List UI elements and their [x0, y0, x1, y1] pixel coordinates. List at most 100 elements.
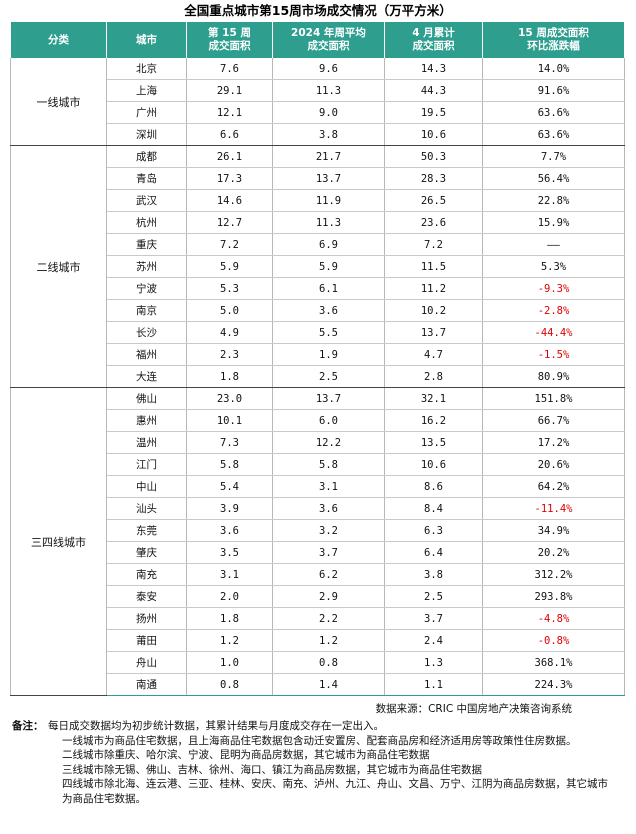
week-area-cell: 2.0 — [186, 585, 273, 608]
change-cell: 20.2% — [482, 541, 625, 564]
weekly-average-cell: 3.6 — [272, 299, 385, 322]
weekly-average-cell: 6.1 — [272, 277, 385, 300]
month-total-cell: 4.7 — [384, 343, 483, 366]
change-cell: 293.8% — [482, 585, 625, 608]
weekly-average-cell: 3.8 — [272, 123, 385, 146]
change-cell: -1.5% — [482, 343, 625, 366]
week-area-cell: 12.7 — [186, 211, 273, 234]
week-area-cell: 1.8 — [186, 365, 273, 388]
city-cell: 南通 — [106, 673, 187, 696]
change-cell: 14.0% — [482, 58, 625, 80]
table-row: 杭州 12.7 11.3 23.6 15.9% — [11, 211, 625, 234]
city-cell: 东莞 — [106, 519, 187, 542]
weekly-average-cell: 12.2 — [272, 431, 385, 454]
weekly-average-cell: 6.2 — [272, 563, 385, 586]
weekly-average-cell: 0.8 — [272, 651, 385, 674]
change-cell: 80.9% — [482, 365, 625, 388]
week-area-cell: 2.3 — [186, 343, 273, 366]
table-row: 青岛 17.3 13.7 28.3 56.4% — [11, 167, 625, 190]
note-line: 二线城市除重庆、哈尔滨、宁波、昆明为商品房数据，其它城市为商品住宅数据 — [62, 749, 430, 761]
change-cell: 368.1% — [482, 651, 625, 674]
month-total-cell: 2.5 — [384, 585, 483, 608]
city-cell: 重庆 — [106, 233, 187, 256]
note-line: 四线城市除北海、连云港、三亚、桂林、安庆、南充、泸州、九江、舟山、文昌、万宁、江… — [62, 778, 608, 805]
month-total-cell: 7.2 — [384, 233, 483, 256]
month-total-cell: 3.8 — [384, 563, 483, 586]
month-total-cell: 6.3 — [384, 519, 483, 542]
change-cell: 64.2% — [482, 475, 625, 498]
header-week-area: 第 15 周成交面积 — [186, 22, 273, 58]
table-row: 泰安 2.0 2.9 2.5 293.8% — [11, 585, 625, 608]
change-cell: 7.7% — [482, 145, 625, 168]
weekly-average-cell: 6.0 — [272, 409, 385, 432]
city-cell: 长沙 — [106, 321, 187, 344]
city-cell: 青岛 — [106, 167, 187, 190]
week-area-cell: 5.9 — [186, 255, 273, 278]
table-row: 莆田 1.2 1.2 2.4 -0.8% — [11, 629, 625, 652]
header-city: 城市 — [106, 22, 187, 58]
table-row: 福州 2.3 1.9 4.7 -1.5% — [11, 343, 625, 366]
weekly-average-cell: 5.8 — [272, 453, 385, 476]
change-cell: 63.6% — [482, 101, 625, 124]
week-area-cell: 3.6 — [186, 519, 273, 542]
week-area-cell: 23.0 — [186, 387, 273, 410]
table-row: 武汉 14.6 11.9 26.5 22.8% — [11, 189, 625, 212]
city-cell: 苏州 — [106, 255, 187, 278]
week-area-cell: 1.2 — [186, 629, 273, 652]
month-total-cell: 11.2 — [384, 277, 483, 300]
change-cell: —— — [482, 233, 625, 256]
table-row: 苏州 5.9 5.9 11.5 5.3% — [11, 255, 625, 278]
table-row: 舟山 1.0 0.8 1.3 368.1% — [11, 651, 625, 674]
change-cell: -2.8% — [482, 299, 625, 322]
week-area-cell: 5.8 — [186, 453, 273, 476]
week-area-cell: 3.5 — [186, 541, 273, 564]
weekly-average-cell: 11.3 — [272, 211, 385, 234]
change-cell: 224.3% — [482, 673, 625, 696]
week-area-cell: 5.3 — [186, 277, 273, 300]
change-cell: 15.9% — [482, 211, 625, 234]
weekly-average-cell: 2.9 — [272, 585, 385, 608]
weekly-average-cell: 2.5 — [272, 365, 385, 388]
city-cell: 宁波 — [106, 277, 187, 300]
notes-label: 备注： — [12, 720, 44, 732]
week-area-cell: 1.8 — [186, 607, 273, 630]
month-total-cell: 3.7 — [384, 607, 483, 630]
change-cell: 312.2% — [482, 563, 625, 586]
week-area-cell: 7.3 — [186, 431, 273, 454]
change-cell: 91.6% — [482, 79, 625, 102]
table-row: 广州 12.1 9.0 19.5 63.6% — [11, 101, 625, 124]
week-area-cell: 3.9 — [186, 497, 273, 520]
week-area-cell: 7.6 — [186, 58, 273, 80]
month-total-cell: 2.8 — [384, 365, 483, 388]
city-cell: 福州 — [106, 343, 187, 366]
month-total-cell: 23.6 — [384, 211, 483, 234]
table-row: 二线城市 成都 26.1 21.7 50.3 7.7% — [10, 145, 625, 388]
weekly-average-cell: 3.2 — [272, 519, 385, 542]
week-area-cell: 5.0 — [186, 299, 273, 322]
table-row: 温州 7.3 12.2 13.5 17.2% — [11, 431, 625, 454]
weekly-average-cell: 21.7 — [272, 145, 385, 168]
change-cell: -9.3% — [482, 277, 625, 300]
month-total-cell: 13.7 — [384, 321, 483, 344]
city-cell: 佛山 — [106, 387, 187, 410]
week-area-cell: 1.0 — [186, 651, 273, 674]
table-row: 重庆 7.2 6.9 7.2 —— — [11, 233, 625, 256]
table-header-row: 分类 城市 第 15 周成交面积 2024 年周平均 成交面积 4 月累计 成交面积… — [10, 22, 625, 58]
week-area-cell: 10.1 — [186, 409, 273, 432]
week-area-cell: 26.1 — [186, 145, 273, 168]
table-row: 南充 3.1 6.2 3.8 312.2% — [11, 563, 625, 586]
city-cell: 江门 — [106, 453, 187, 476]
change-cell: 63.6% — [482, 123, 625, 146]
table-row: 惠州 10.1 6.0 16.2 66.7% — [11, 409, 625, 432]
page-title: 全国重点城市第15周市场成交情况（万平方米） — [184, 3, 452, 18]
weekly-average-cell: 3.1 — [272, 475, 385, 498]
city-cell: 温州 — [106, 431, 187, 454]
change-cell: 151.8% — [482, 387, 625, 410]
category-cell: 三四线城市 — [10, 387, 107, 696]
week-area-cell: 0.8 — [186, 673, 273, 696]
weekly-average-cell: 9.6 — [272, 58, 385, 80]
table-row: 南京 5.0 3.6 10.2 -2.8% — [11, 299, 625, 322]
week-area-cell: 14.6 — [186, 189, 273, 212]
month-total-cell: 44.3 — [384, 79, 483, 102]
month-total-cell: 2.4 — [384, 629, 483, 652]
